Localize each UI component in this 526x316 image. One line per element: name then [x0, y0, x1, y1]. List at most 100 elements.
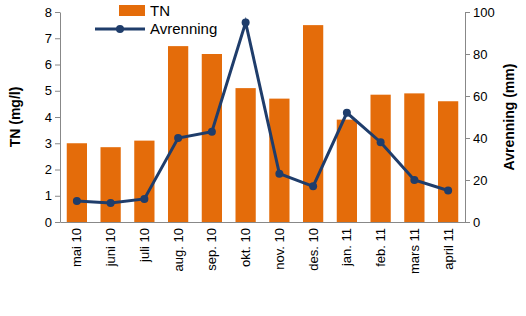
marker [410, 176, 418, 184]
y2-tick-label: 0 [473, 215, 480, 230]
x-tick-label: nov. 10 [272, 228, 287, 270]
x-tick: jan. 11 [339, 222, 354, 267]
legend-item: Avrenning [95, 20, 217, 37]
x-tick-label: juni 10 [103, 228, 118, 267]
y-tick-mark [55, 117, 60, 118]
x-tick: nov. 10 [272, 222, 287, 270]
marker [343, 109, 351, 117]
axis-line [465, 13, 466, 223]
x-tick-label: mai 10 [69, 228, 84, 267]
marker [174, 134, 182, 142]
y-tick-mark [55, 143, 60, 144]
axis-line [60, 13, 61, 223]
y2-tick-label: 100 [473, 5, 495, 20]
bar [134, 141, 154, 222]
y2-tick: 40 [465, 131, 487, 146]
marker [140, 195, 148, 203]
y2-tick-mark [465, 12, 470, 13]
x-tick: sep. 10 [204, 222, 219, 271]
x-tick: april 11 [441, 222, 456, 270]
marker [309, 182, 317, 190]
y2-tick-mark [465, 96, 470, 97]
y2-tick: 20 [465, 173, 487, 188]
x-tick-label: jan. 11 [339, 228, 354, 267]
y-tick: 4 [45, 110, 60, 125]
y2-tick-label: 40 [473, 131, 487, 146]
y-tick: 5 [45, 83, 60, 98]
y-tick-mark [55, 12, 60, 13]
x-axis: mai 10 juni 10 juli 10 aug. 10 sep. 10 okt. 1… [61, 222, 466, 274]
y2-tick: 80 [465, 47, 487, 62]
y-tick-label: 5 [45, 83, 52, 98]
bar [269, 99, 289, 222]
y-tick-mark [55, 38, 60, 39]
y-tick: 8 [45, 5, 60, 20]
marker [444, 187, 452, 195]
legend-label: Avrenning [150, 20, 217, 37]
marker [377, 138, 385, 146]
x-tick: juni 10 [103, 222, 118, 267]
y2-tick-mark [465, 54, 470, 55]
bar [202, 54, 222, 222]
y-axis: 0 1 2 3 4 5 6 7 8 [45, 5, 61, 230]
chart: 012345678020406080100mai 10juni 10juli 1… [0, 0, 526, 316]
y-tick-mark [55, 65, 60, 66]
y-tick-label: 0 [45, 215, 52, 230]
y-tick-label: 6 [45, 57, 52, 72]
x-tick: mai 10 [69, 222, 84, 267]
y-tick-label: 2 [45, 162, 52, 177]
x-tick: des. 10 [306, 222, 321, 271]
y-tick: 7 [45, 31, 60, 46]
x-tick-label: sep. 10 [204, 228, 219, 271]
y-tick-mark [55, 196, 60, 197]
legend-marker [116, 25, 124, 33]
y-axis-title: TN (mg/l) [7, 87, 23, 148]
y2-tick-label: 20 [473, 173, 487, 188]
y2-tick: 60 [465, 89, 487, 104]
y-tick: 1 [45, 188, 60, 203]
y2-tick-mark [465, 138, 470, 139]
y2-axis-title: Avrenning (mm) [501, 64, 517, 171]
bar [371, 95, 391, 222]
x-tick-label: aug. 10 [171, 228, 186, 271]
y2-axis: 0 20 40 60 80 100 [465, 5, 495, 230]
legend: TNAvrenning [95, 2, 217, 37]
x-tick: feb. 11 [373, 222, 388, 267]
y-tick-label: 3 [45, 136, 52, 151]
y-tick-label: 1 [45, 188, 52, 203]
legend-swatch [119, 5, 145, 16]
x-tick: juli 10 [137, 222, 152, 263]
x-tick: mars 11 [407, 222, 422, 274]
y2-tick-label: 80 [473, 47, 487, 62]
x-tick-label: des. 10 [306, 228, 321, 271]
y-tick-label: 7 [45, 31, 52, 46]
y2-tick-mark [465, 180, 470, 181]
y-tick-mark [55, 222, 60, 223]
x-tick-label: juli 10 [137, 228, 152, 263]
axis-line [61, 222, 466, 223]
x-tick: okt. 10 [238, 222, 253, 267]
y2-tick-mark [465, 222, 470, 223]
bar [101, 147, 121, 222]
bar [303, 25, 323, 222]
legend-label: TN [150, 2, 170, 19]
bar [337, 120, 357, 222]
bar [404, 93, 424, 222]
x-tick-label: feb. 11 [373, 228, 388, 267]
line [77, 23, 448, 204]
x-tick: aug. 10 [171, 222, 186, 271]
y-tick: 6 [45, 57, 60, 72]
y-tick: 0 [45, 215, 60, 230]
y-tick: 3 [45, 136, 60, 151]
bar [438, 101, 458, 222]
bar [168, 46, 188, 222]
marker [107, 199, 115, 207]
x-tick-label: april 11 [441, 228, 456, 270]
x-tick-label: mars 11 [407, 228, 422, 274]
y-tick-mark [55, 91, 60, 92]
marks [67, 19, 459, 223]
y-tick: 2 [45, 162, 60, 177]
y-tick-mark [55, 170, 60, 171]
y2-tick-label: 60 [473, 89, 487, 104]
marker [73, 197, 81, 205]
